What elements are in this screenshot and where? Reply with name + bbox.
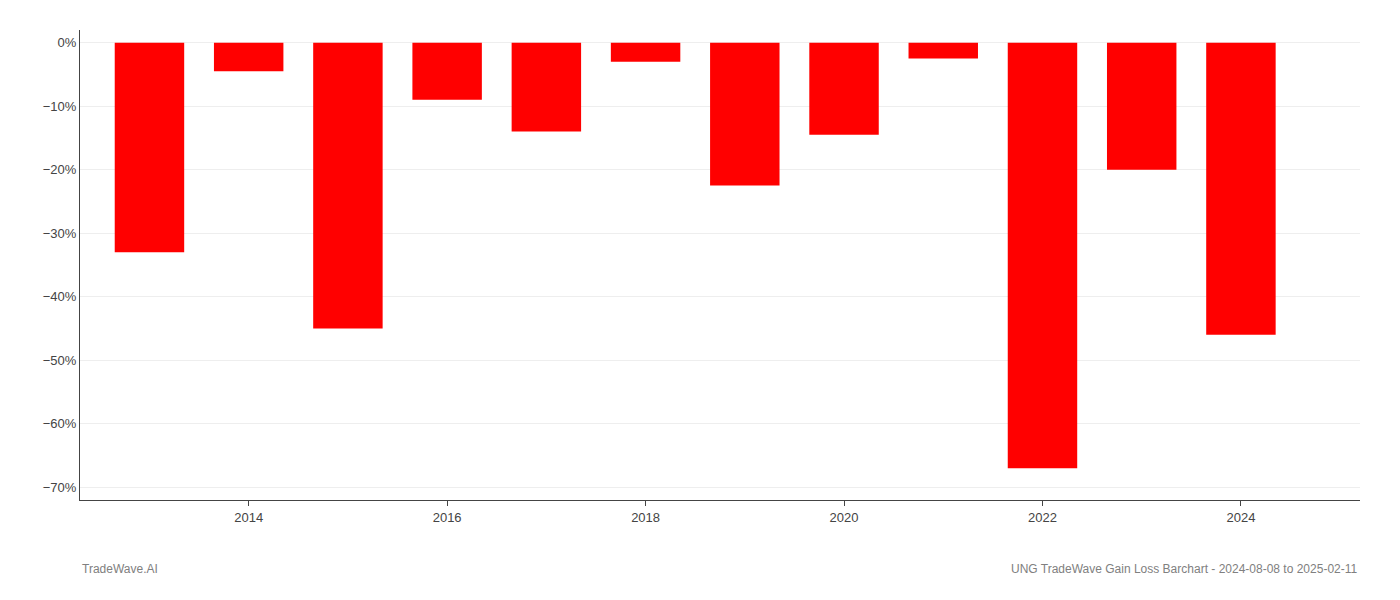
svg-text:2020: 2020 (830, 510, 859, 525)
svg-text:0%: 0% (58, 35, 77, 50)
svg-text:2014: 2014 (234, 510, 263, 525)
svg-text:−40%: −40% (43, 289, 77, 304)
svg-text:2024: 2024 (1226, 510, 1255, 525)
svg-text:2016: 2016 (433, 510, 462, 525)
svg-text:−50%: −50% (43, 353, 77, 368)
svg-text:−70%: −70% (43, 480, 77, 495)
svg-text:2022: 2022 (1028, 510, 1057, 525)
svg-text:2018: 2018 (631, 510, 660, 525)
svg-text:TradeWave.AI: TradeWave.AI (82, 562, 158, 576)
svg-text:−30%: −30% (43, 226, 77, 241)
svg-text:UNG TradeWave Gain Loss Barcha: UNG TradeWave Gain Loss Barchart - 2024-… (1011, 562, 1358, 576)
svg-text:−20%: −20% (43, 162, 77, 177)
svg-text:−10%: −10% (43, 99, 77, 114)
svg-text:−60%: −60% (43, 416, 77, 431)
